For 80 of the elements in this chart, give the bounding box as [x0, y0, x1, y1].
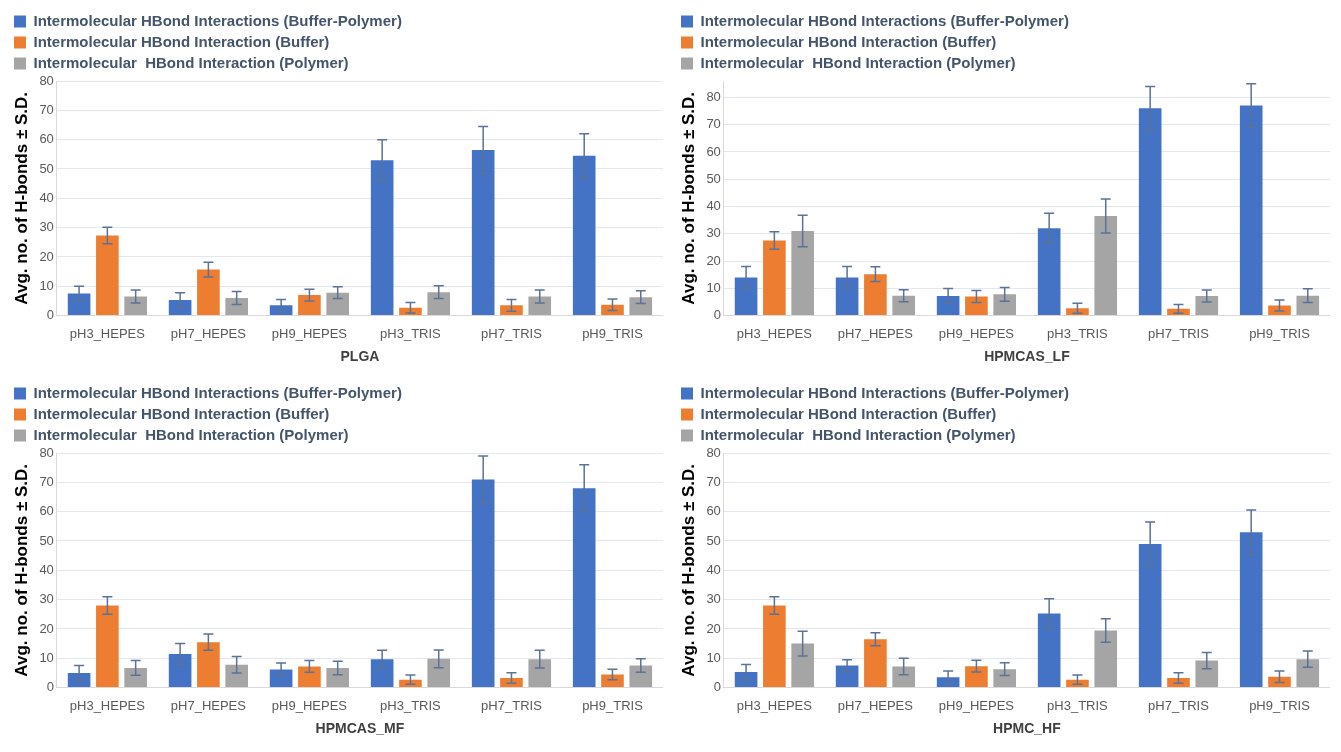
y-tick-label: 30	[39, 591, 54, 607]
legend-label: Intermolecular HBond Interaction (Polymer)	[700, 425, 1016, 443]
legend-label: Intermolecular HBond Interactions (Buffer-Polymer)	[700, 11, 1069, 29]
y-tick-label: 50	[706, 532, 721, 548]
x-tick-label: pH3_HEPES	[69, 325, 146, 341]
y-tick-label: 40	[706, 561, 721, 577]
x-tick-label: pH3_HEPES	[736, 697, 813, 713]
x-tick-label: pH7_TRIS	[1148, 697, 1210, 713]
legend-label: Intermolecular HBond Interaction (Polymer)	[33, 53, 349, 71]
x-tick-label: pH3_HEPES	[736, 325, 813, 341]
y-tick-label: 30	[39, 219, 54, 235]
y-axis-title: Avg. no. of H-bonds ± S.D.	[678, 91, 698, 305]
x-tick-label: pH9_TRIS	[1249, 325, 1311, 341]
y-tick-label: 40	[706, 198, 721, 214]
y-tick-label: 50	[39, 532, 54, 548]
y-axis-title: Avg. no. of H-bonds ± S.D.	[678, 463, 698, 677]
legend-label: Intermolecular HBond Interactions (Buffer-Polymer)	[33, 11, 402, 29]
y-tick-label: 50	[706, 170, 721, 186]
legend-label: Intermolecular HBond Interaction (Buffer)	[700, 404, 997, 422]
x-axis-title: HPMCAS_MF	[315, 720, 405, 737]
y-tick-label: 70	[39, 101, 54, 117]
y-tick-label: 0	[713, 679, 721, 695]
legend-label: Intermolecular HBond Interactions (Buffer-Polymer)	[700, 383, 1069, 401]
y-tick-label: 0	[46, 679, 54, 695]
x-tick-label: pH7_TRIS	[481, 697, 543, 713]
x-tick-label: pH7_HEPES	[170, 697, 247, 713]
y-tick-label: 30	[706, 225, 721, 241]
y-tick-label: 40	[39, 561, 54, 577]
legend-label: Intermolecular HBond Interaction (Polymer)	[700, 53, 1016, 71]
x-axis-title: PLGA	[340, 348, 380, 365]
legend-label: Intermolecular HBond Interaction (Buffer)	[33, 32, 330, 50]
y-tick-label: 20	[39, 620, 54, 636]
x-tick-label: pH7_TRIS	[1148, 325, 1210, 341]
x-tick-label: pH9_HEPES	[271, 325, 348, 341]
y-tick-label: 80	[706, 444, 721, 460]
y-tick-label: 60	[706, 143, 721, 159]
x-tick-label: pH3_TRIS	[1047, 325, 1109, 341]
x-tick-label: pH9_TRIS	[1249, 697, 1311, 713]
y-tick-label: 20	[39, 248, 54, 264]
x-tick-label: pH3_HEPES	[69, 697, 146, 713]
y-tick-label: 10	[706, 279, 721, 295]
y-tick-label: 0	[46, 307, 54, 323]
y-axis-title: Avg. no. of H-bonds ± S.D.	[11, 91, 31, 305]
y-tick-label: 80	[39, 72, 54, 88]
x-tick-label: pH9_HEPES	[938, 325, 1015, 341]
x-tick-label: pH7_HEPES	[837, 697, 914, 713]
x-tick-label: pH9_TRIS	[582, 325, 644, 341]
y-tick-label: 10	[39, 649, 54, 665]
y-tick-label: 70	[706, 116, 721, 132]
y-tick-label: 60	[39, 503, 54, 519]
x-tick-label: pH7_HEPES	[170, 325, 247, 341]
y-tick-label: 10	[39, 277, 54, 293]
y-tick-label: 10	[706, 649, 721, 665]
y-tick-label: 40	[39, 189, 54, 205]
y-tick-label: 50	[39, 160, 54, 176]
x-tick-label: pH7_TRIS	[481, 325, 543, 341]
y-tick-label: 60	[39, 131, 54, 147]
x-tick-label: pH3_TRIS	[1047, 697, 1109, 713]
legend-label: Intermolecular HBond Interaction (Buffer)	[700, 32, 997, 50]
y-tick-label: 20	[706, 252, 721, 268]
y-tick-label: 70	[706, 473, 721, 489]
x-tick-label: pH9_HEPES	[271, 697, 348, 713]
x-tick-label: pH7_HEPES	[837, 325, 914, 341]
y-tick-label: 60	[706, 503, 721, 519]
legend-label: Intermolecular HBond Interaction (Buffer)	[33, 404, 330, 422]
x-axis-title: HPMC_HF	[993, 720, 1062, 737]
x-tick-label: pH3_TRIS	[380, 325, 442, 341]
y-tick-label: 80	[39, 444, 54, 460]
y-tick-label: 30	[706, 591, 721, 607]
y-tick-label: 70	[39, 473, 54, 489]
y-tick-label: 0	[713, 307, 721, 323]
x-tick-label: pH9_HEPES	[938, 697, 1015, 713]
x-tick-label: pH9_TRIS	[582, 697, 644, 713]
x-axis-title: HPMCAS_LF	[984, 348, 1071, 365]
legend-label: Intermolecular HBond Interactions (Buffer-Polymer)	[33, 383, 402, 401]
y-axis-title: Avg. no. of H-bonds ± S.D.	[11, 463, 31, 677]
y-tick-label: 80	[706, 88, 721, 104]
legend-label: Intermolecular HBond Interaction (Polymer)	[33, 425, 349, 443]
y-tick-label: 20	[706, 620, 721, 636]
x-tick-label: pH3_TRIS	[380, 697, 442, 713]
